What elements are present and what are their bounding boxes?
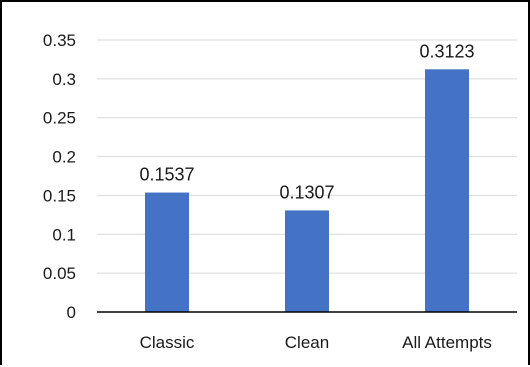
x-category-label: Classic <box>140 333 195 352</box>
bar-all-attempts <box>425 69 469 313</box>
y-tick-label: 0.35 <box>43 31 76 50</box>
data-label: 0.3123 <box>419 41 474 61</box>
y-tick-label: 0.25 <box>43 109 76 128</box>
x-category-label: Clean <box>285 333 329 352</box>
bar-classic <box>145 192 189 312</box>
x-category-label: All Attempts <box>402 333 492 352</box>
y-tick-label: 0.1 <box>52 225 76 244</box>
y-tick-label: 0.05 <box>43 264 76 283</box>
data-label: 0.1307 <box>279 182 334 202</box>
bar-clean <box>285 210 329 312</box>
y-tick-label: 0.3 <box>52 70 76 89</box>
y-tick-label: 0 <box>67 303 76 322</box>
y-tick-label: 0.2 <box>52 148 76 167</box>
data-label: 0.1537 <box>139 165 194 185</box>
y-tick-label: 0.15 <box>43 186 76 205</box>
